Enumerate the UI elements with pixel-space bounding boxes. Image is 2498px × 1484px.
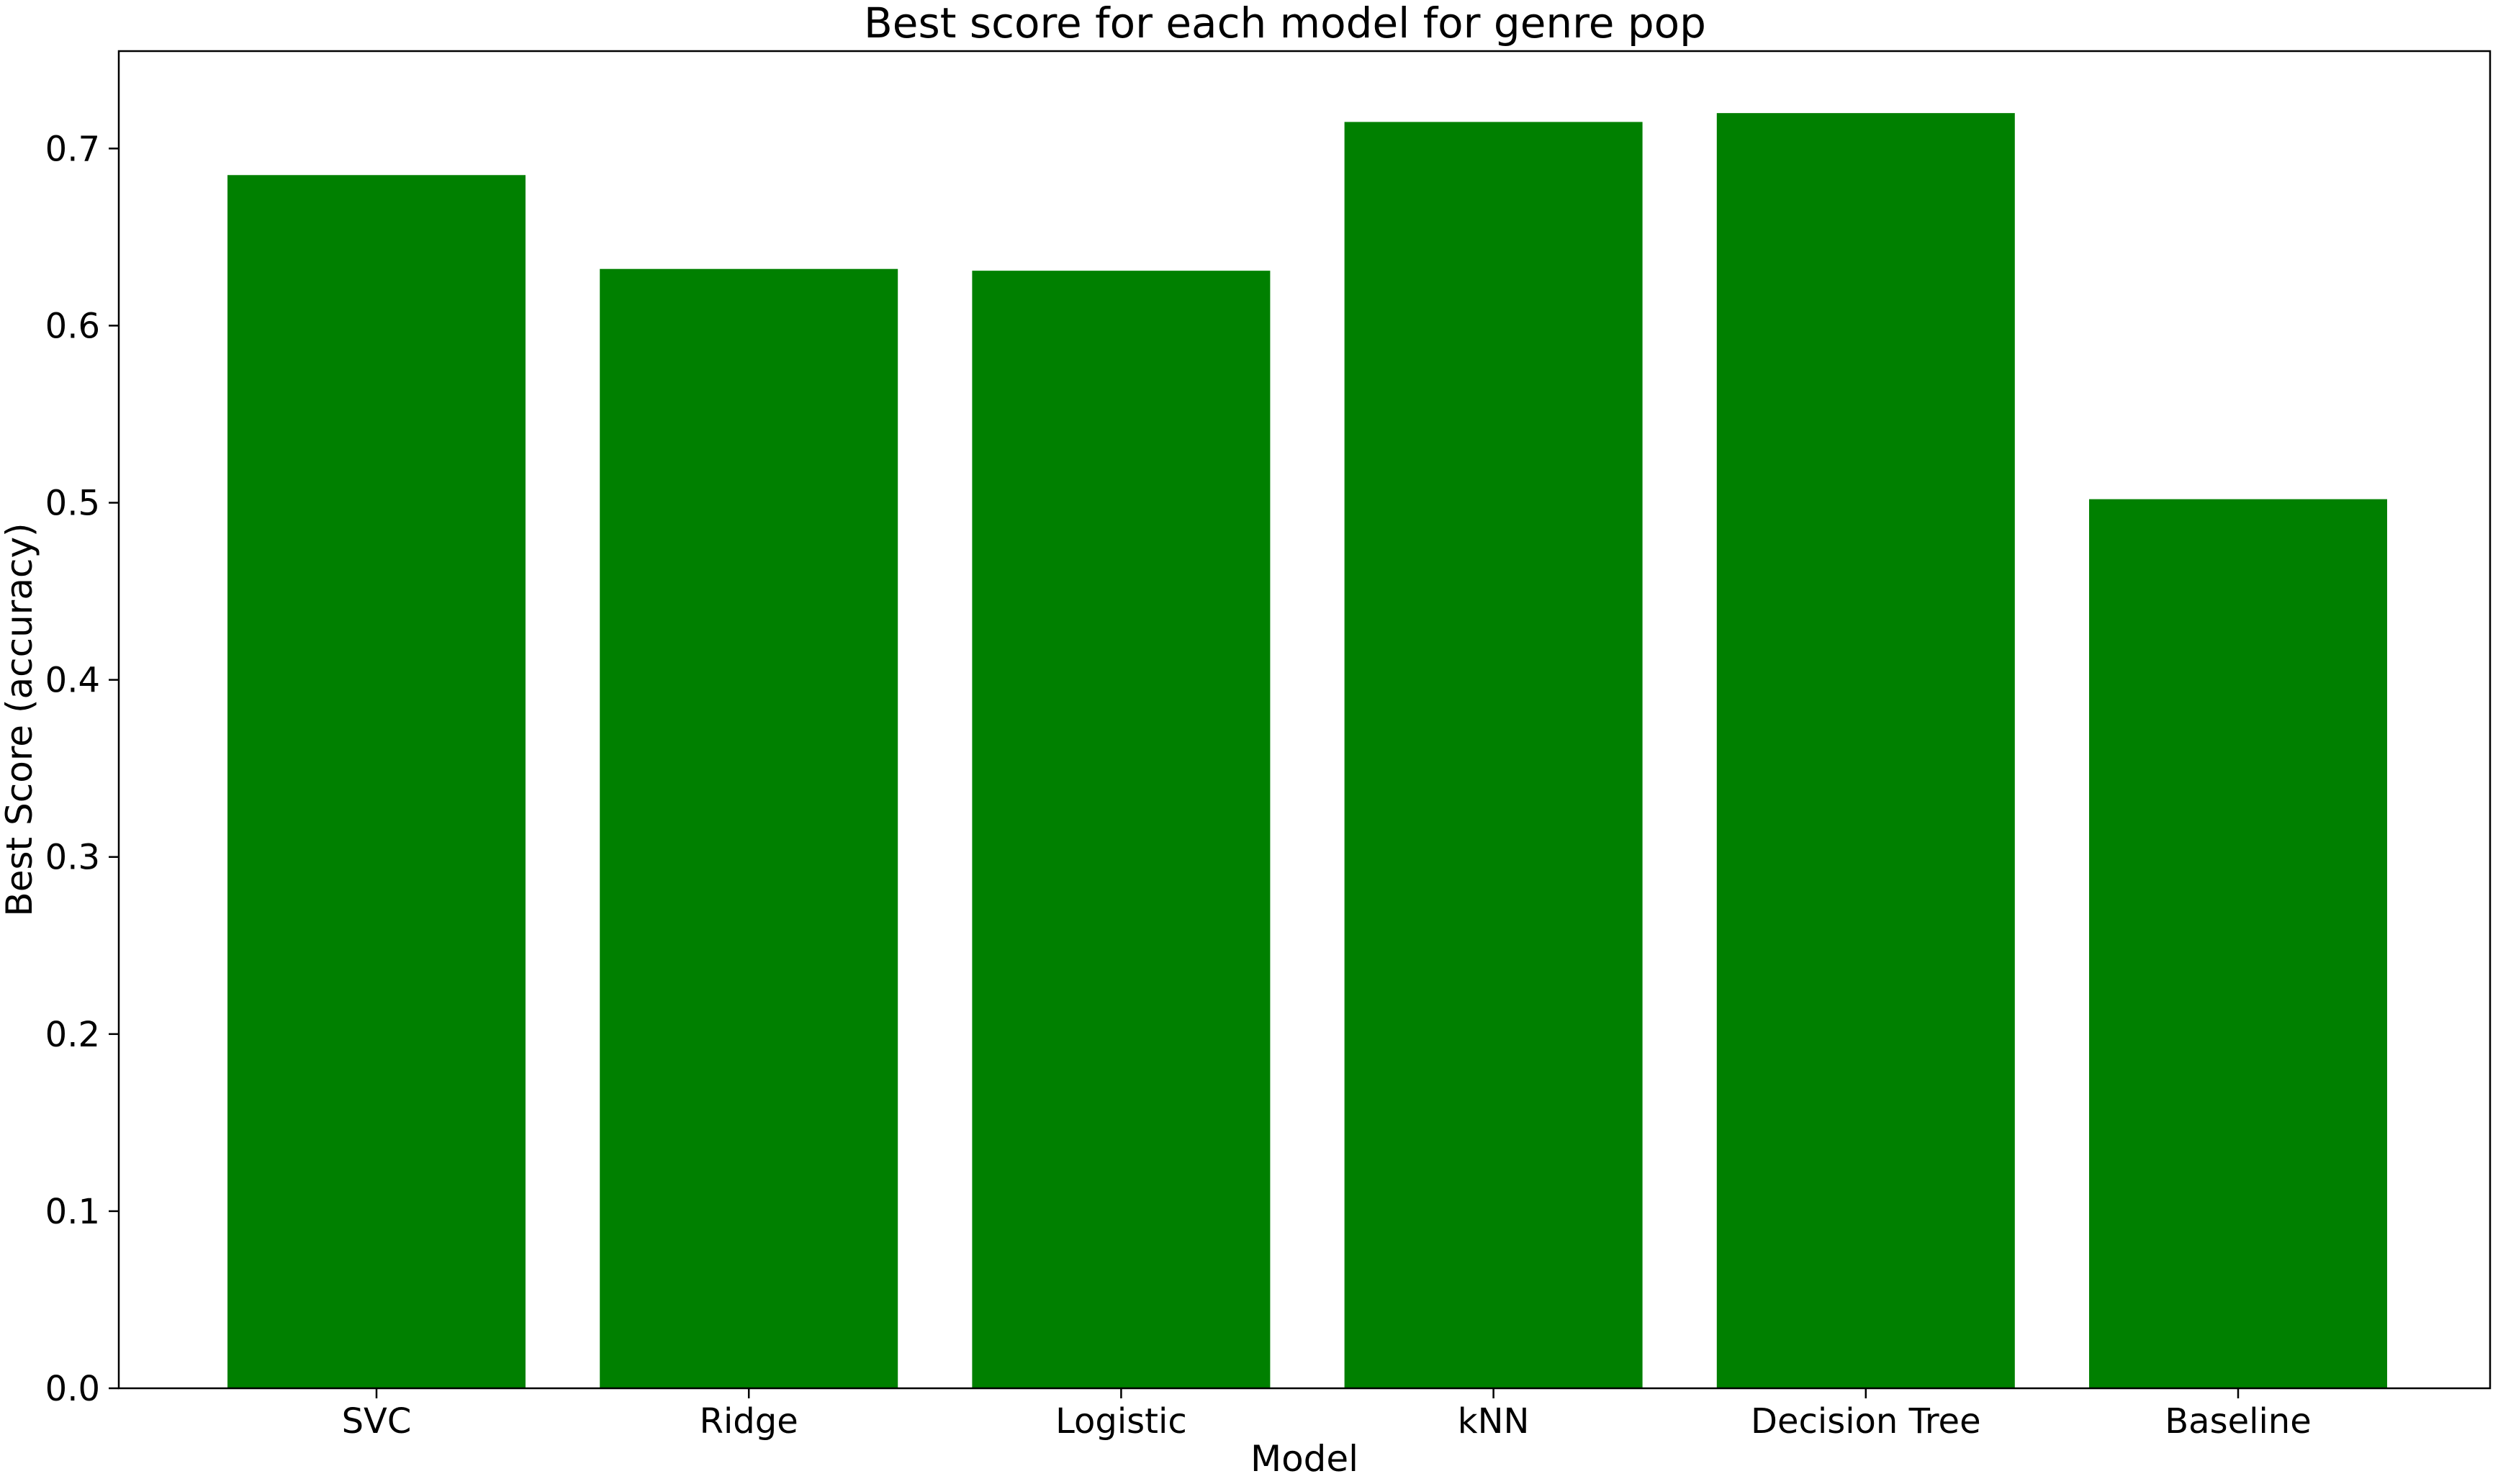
y-axis: 0.0 0.1 0.2 0.3 0.4 0.5 0.6 0.7 [45,129,119,1409]
plot-frame [117,50,2492,1390]
y-tick-label: 0.2 [45,1015,100,1055]
y-tick-label: 0.6 [45,306,100,346]
x-axis: SVC Ridge Logistic kNN Decision Tree Baseline [342,1388,2312,1442]
bar-decision-tree [1716,113,2015,1388]
y-tick-label: 0.7 [45,129,100,169]
bars-group [227,113,2387,1389]
bar-svc [227,175,526,1389]
y-tick-label: 0.1 [45,1192,100,1232]
x-tick-label: Baseline [2165,1401,2312,1442]
x-tick-label: Decision Tree [1751,1401,1981,1442]
chart-title: Best score for each model for genre pop [864,0,1706,47]
x-tick-label: Logistic [1055,1401,1187,1442]
y-tick-label: 0.4 [45,661,100,701]
bar-ridge [600,268,898,1388]
y-tick-label: 0.5 [45,484,100,524]
y-axis-label: Best Score (accuracy) [0,522,40,916]
x-tick-label: SVC [342,1401,412,1442]
y-tick-label: 0.0 [45,1369,100,1409]
bar-logistic [972,271,1271,1388]
x-tick-label: kNN [1458,1401,1530,1442]
bar-baseline [2089,499,2387,1389]
x-axis-label: Model [1250,1438,1358,1480]
bar-knn [1344,122,1643,1388]
x-tick-label: Ridge [700,1401,798,1442]
y-tick-label: 0.3 [45,838,100,878]
